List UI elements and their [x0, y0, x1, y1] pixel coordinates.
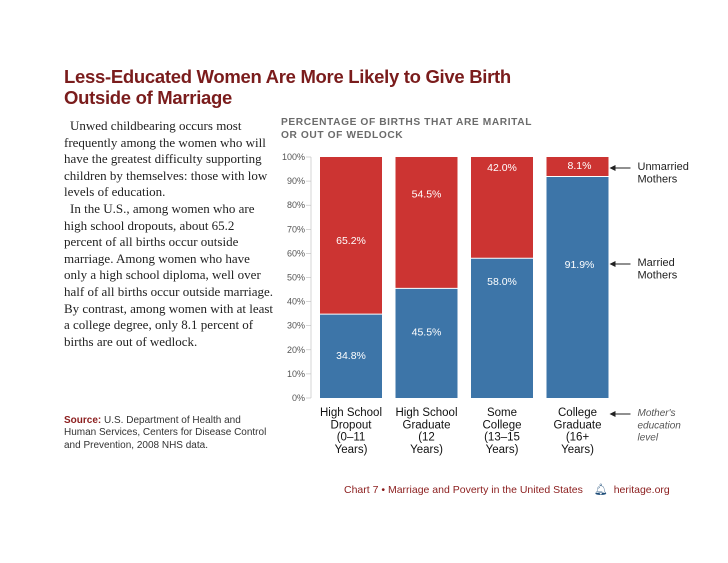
- x-category-label: Years): [335, 444, 368, 456]
- x-category-label: (16+: [566, 432, 590, 444]
- page-title: Less-Educated Women Are More Likely to G…: [64, 66, 584, 108]
- y-tick-label: 40%: [287, 297, 305, 307]
- y-tick-label: 50%: [287, 273, 305, 283]
- data-label-unmarried: 65.2%: [336, 235, 366, 247]
- y-tick-label: 70%: [287, 224, 305, 234]
- legend-unmarried-label: Unmarried: [638, 161, 689, 173]
- x-category-label: College: [483, 419, 522, 431]
- x-category-label: Years): [561, 444, 594, 456]
- bar-married: [395, 288, 458, 398]
- bar-unmarried: [546, 157, 609, 177]
- legend-unmarried-label: Mothers: [638, 174, 678, 186]
- x-category-label: (0–11: [337, 432, 366, 444]
- x-category-label: (13–15: [484, 432, 520, 444]
- x-category-label: Some: [487, 407, 517, 419]
- x-category-label: Dropout: [331, 419, 373, 431]
- x-category-label: Years): [486, 444, 519, 456]
- data-label-married: 34.8%: [336, 350, 366, 362]
- bar-unmarried: [395, 157, 458, 289]
- data-label-unmarried: 54.5%: [412, 188, 442, 200]
- data-label-married: 58.0%: [487, 276, 517, 288]
- footer: Chart 7 • Marriage and Poverty in the Un…: [344, 483, 674, 496]
- legend-married-label: Mothers: [638, 270, 678, 282]
- y-tick-label: 10%: [287, 369, 305, 379]
- x-axis-note: level: [638, 433, 659, 444]
- y-tick-label: 60%: [287, 248, 305, 258]
- bar-married: [320, 314, 382, 398]
- legend: UnmarriedMothersMarriedMothersMother'sed…: [609, 161, 689, 444]
- x-category-label: (12: [418, 432, 435, 444]
- x-category-label: Graduate: [403, 419, 451, 431]
- x-category-label: College: [558, 407, 597, 419]
- liberty-bell-icon: 🔔︎: [593, 484, 608, 496]
- y-tick-label: 30%: [287, 321, 305, 331]
- y-tick-label: 80%: [287, 200, 305, 210]
- x-category-label: Years): [410, 444, 443, 456]
- body-text: Unwed childbearing occurs most frequentl…: [64, 118, 274, 350]
- data-label-unmarried: 8.1%: [568, 160, 592, 172]
- chart-title-line-1: PERCENTAGE OF BIRTHS THAT ARE MARITAL: [281, 117, 533, 128]
- y-tick-label: 90%: [287, 176, 305, 186]
- legend-unmarried-arrow-arrowhead: [609, 165, 616, 171]
- body-paragraph-2: In the U.S., among women who are high sc…: [64, 200, 274, 349]
- y-tick-label: 100%: [282, 152, 305, 162]
- footer-chart-reference: Chart 7 • Marriage and Poverty in the Un…: [344, 484, 583, 496]
- data-label-married: 91.9%: [565, 259, 595, 271]
- x-category-label: Graduate: [554, 419, 602, 431]
- data-label-married: 45.5%: [412, 326, 442, 338]
- bars: [320, 157, 609, 398]
- x-category-label: High School: [320, 407, 382, 419]
- y-tick-label: 0%: [292, 393, 305, 403]
- legend-married-label: Married: [638, 257, 675, 269]
- footer-site-link[interactable]: heritage.org: [613, 484, 670, 496]
- x-axis-note: education: [638, 420, 682, 431]
- source-label: Source:: [64, 415, 102, 426]
- body-paragraph-1: Unwed childbearing occurs most frequentl…: [64, 118, 268, 200]
- bar-married: [471, 258, 533, 398]
- title-line-1: Less-Educated Women Are More Likely to G…: [64, 66, 511, 87]
- y-tick-label: 20%: [287, 345, 305, 355]
- legend-married-arrow-arrowhead: [609, 261, 616, 267]
- bar-married: [546, 176, 609, 398]
- x-category-label: High School: [395, 407, 457, 419]
- axis-note-arrow-arrowhead: [609, 411, 616, 417]
- title-line-2: Outside of Marriage: [64, 87, 233, 108]
- y-axis: 0% 10% 20% 30% 40% 50% 60% 70% 80% 90% 100%: [282, 152, 312, 403]
- chart-title-line-2: OR OUT OF WEDLOCK: [281, 129, 404, 141]
- source-note: Source: U.S. Department of Health and Hu…: [64, 415, 269, 452]
- chart-title: PERCENTAGE OF BIRTHS THAT ARE MARITAL OR…: [281, 117, 581, 142]
- data-labels: 34.8% 65.2% 45.5% 54.5% 58.0% 42.0% 91.9% 8.1%: [336, 160, 594, 362]
- bar-unmarried: [320, 157, 382, 315]
- bar-unmarried: [471, 157, 533, 259]
- data-label-unmarried: 42.0%: [487, 162, 517, 174]
- source-text: U.S. Department of Health and Human Serv…: [64, 415, 267, 451]
- x-axis-note: Mother's: [638, 408, 676, 419]
